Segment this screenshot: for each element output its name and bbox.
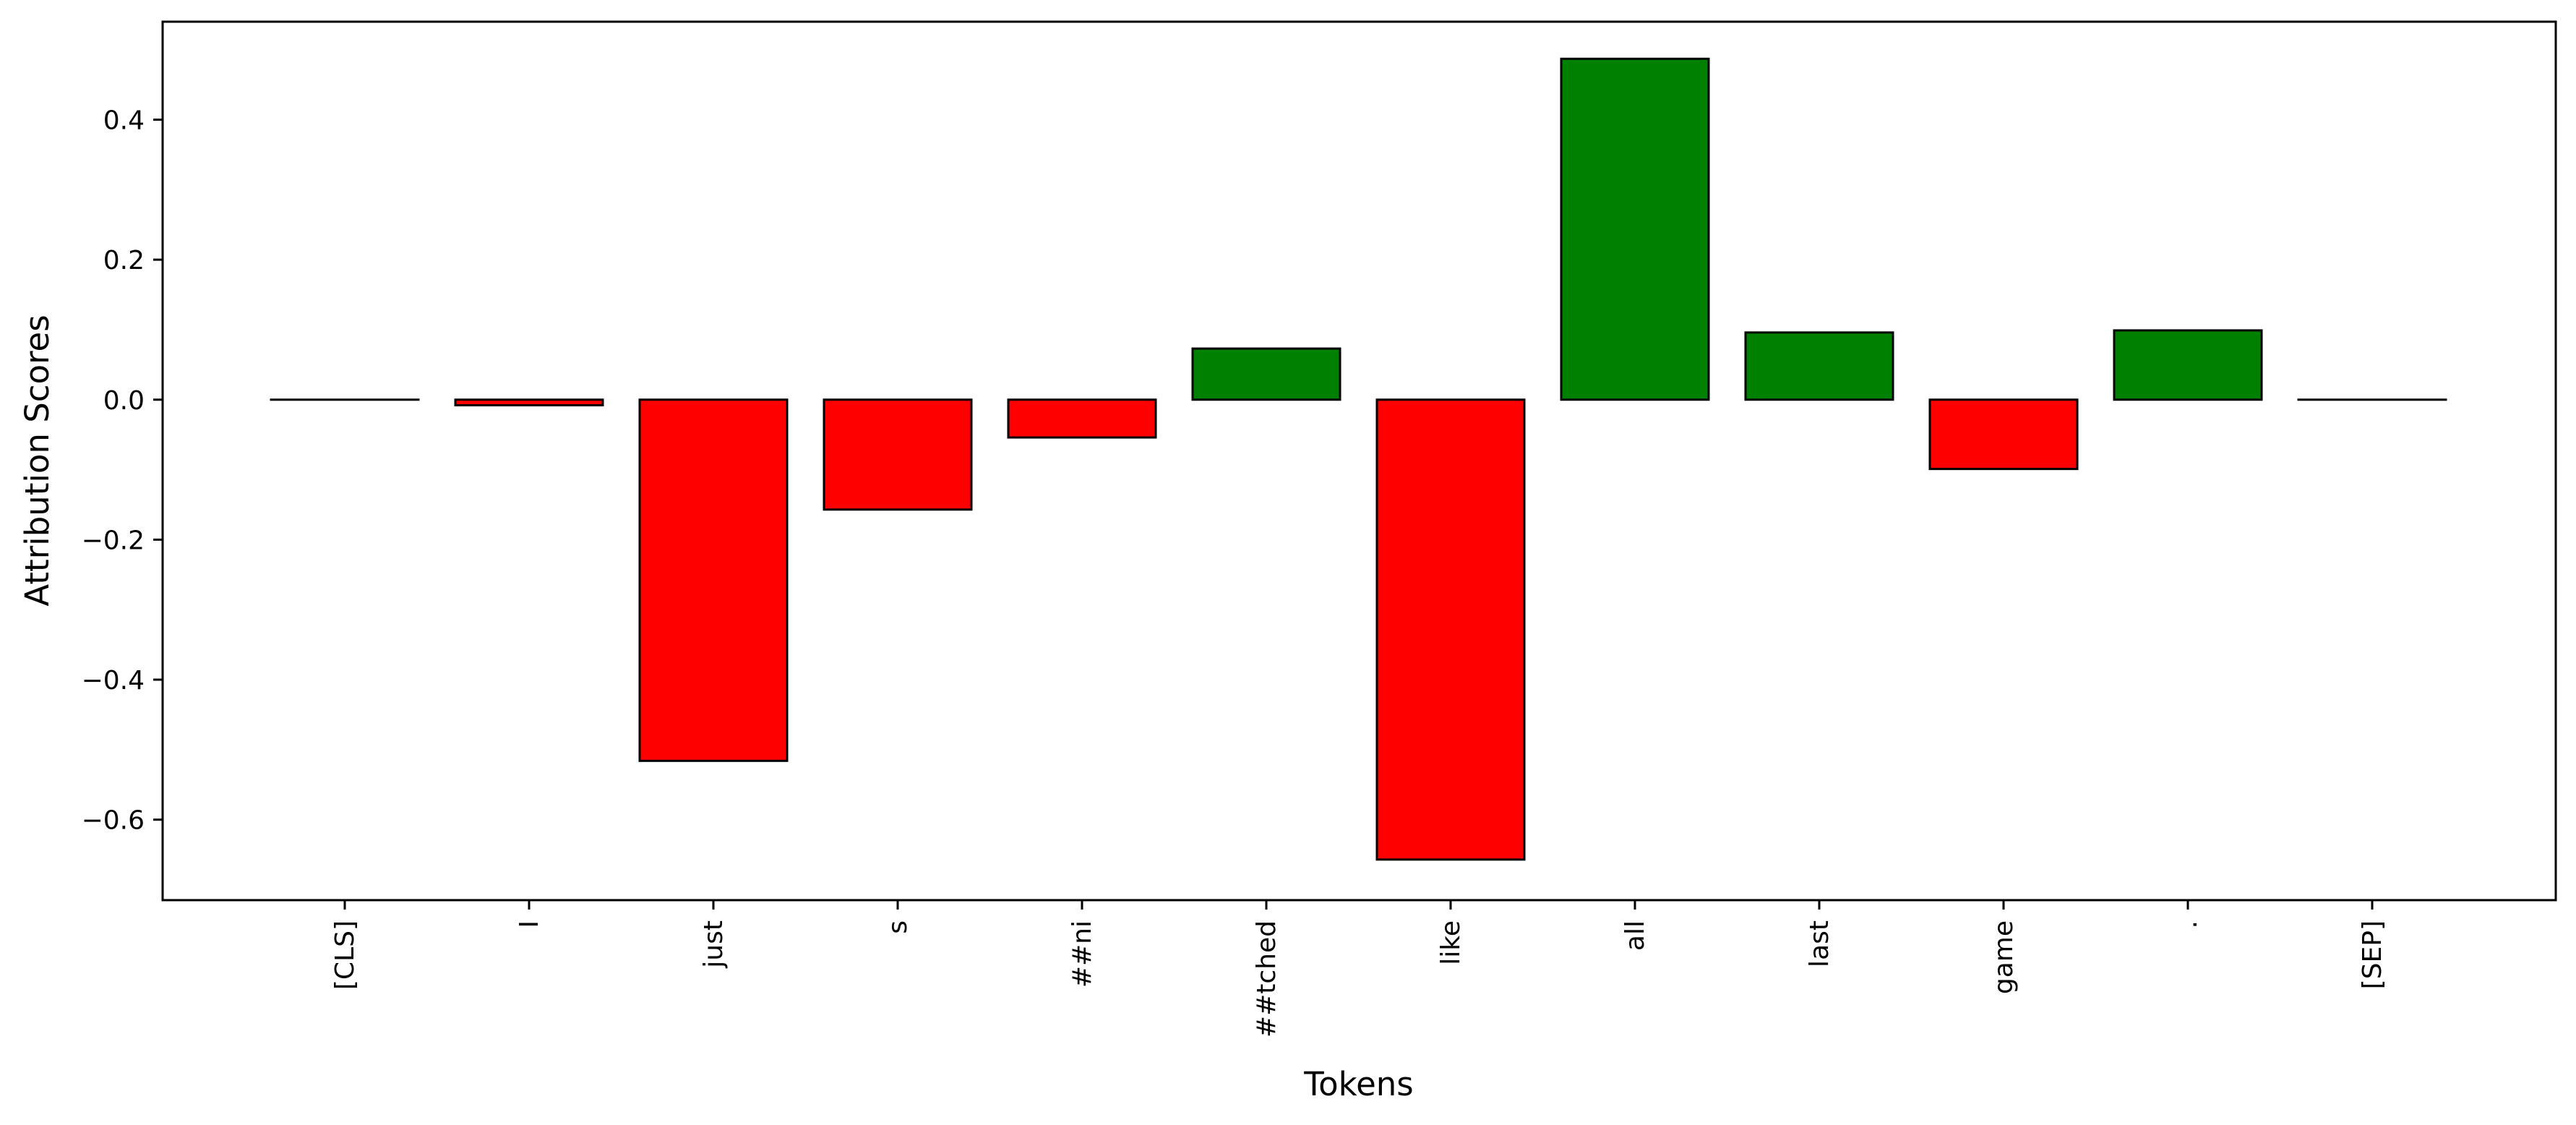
x-axis-title: Tokens xyxy=(1303,1065,1413,1103)
bars-group xyxy=(270,57,2447,861)
x-tick-label-5: ##tched xyxy=(1252,920,1281,1038)
bar-3 xyxy=(823,398,973,511)
bar-5 xyxy=(1191,347,1341,401)
x-tick-label-9: game xyxy=(1989,920,2019,994)
x-tick-label-8: last xyxy=(1805,920,1834,967)
y-tick-label-3: −0.2 xyxy=(82,526,145,555)
x-tick-label-11: [SEP] xyxy=(2358,920,2387,989)
bar-7 xyxy=(1560,57,1710,401)
y-tick-label-4: −0.4 xyxy=(82,666,145,696)
bar-2 xyxy=(638,398,789,762)
y-tick-label-2: 0.0 xyxy=(103,386,145,416)
x-tick-label-0: [CLS] xyxy=(330,920,360,990)
bar-9 xyxy=(1928,398,2079,471)
y-tick-label-1: 0.2 xyxy=(103,246,145,275)
x-tick-label-10: . xyxy=(2173,920,2203,928)
bar-4 xyxy=(1007,398,1157,439)
x-tick-label-6: like xyxy=(1436,920,1466,965)
bar-8 xyxy=(1744,331,1894,401)
bar-10 xyxy=(2113,329,2263,401)
plot-background xyxy=(163,22,2556,900)
y-axis: 0.4 0.2 0.0 −0.2 −0.4 −0.6 xyxy=(82,106,163,836)
x-tick-label-4: ##ni xyxy=(1068,920,1097,988)
x-tick-label-1: I xyxy=(515,920,544,928)
plot-frame xyxy=(161,20,2557,902)
bar-6 xyxy=(1375,398,1526,861)
x-tick-label-2: just xyxy=(699,920,729,969)
x-tick-label-3: s xyxy=(883,920,913,934)
y-tick-label-5: −0.6 xyxy=(82,806,145,836)
y-tick-label-0: 0.4 xyxy=(103,106,145,136)
y-axis-title: Attribution Scores xyxy=(18,315,56,606)
x-tick-label-7: all xyxy=(1620,920,1650,951)
bar-1 xyxy=(454,398,604,407)
